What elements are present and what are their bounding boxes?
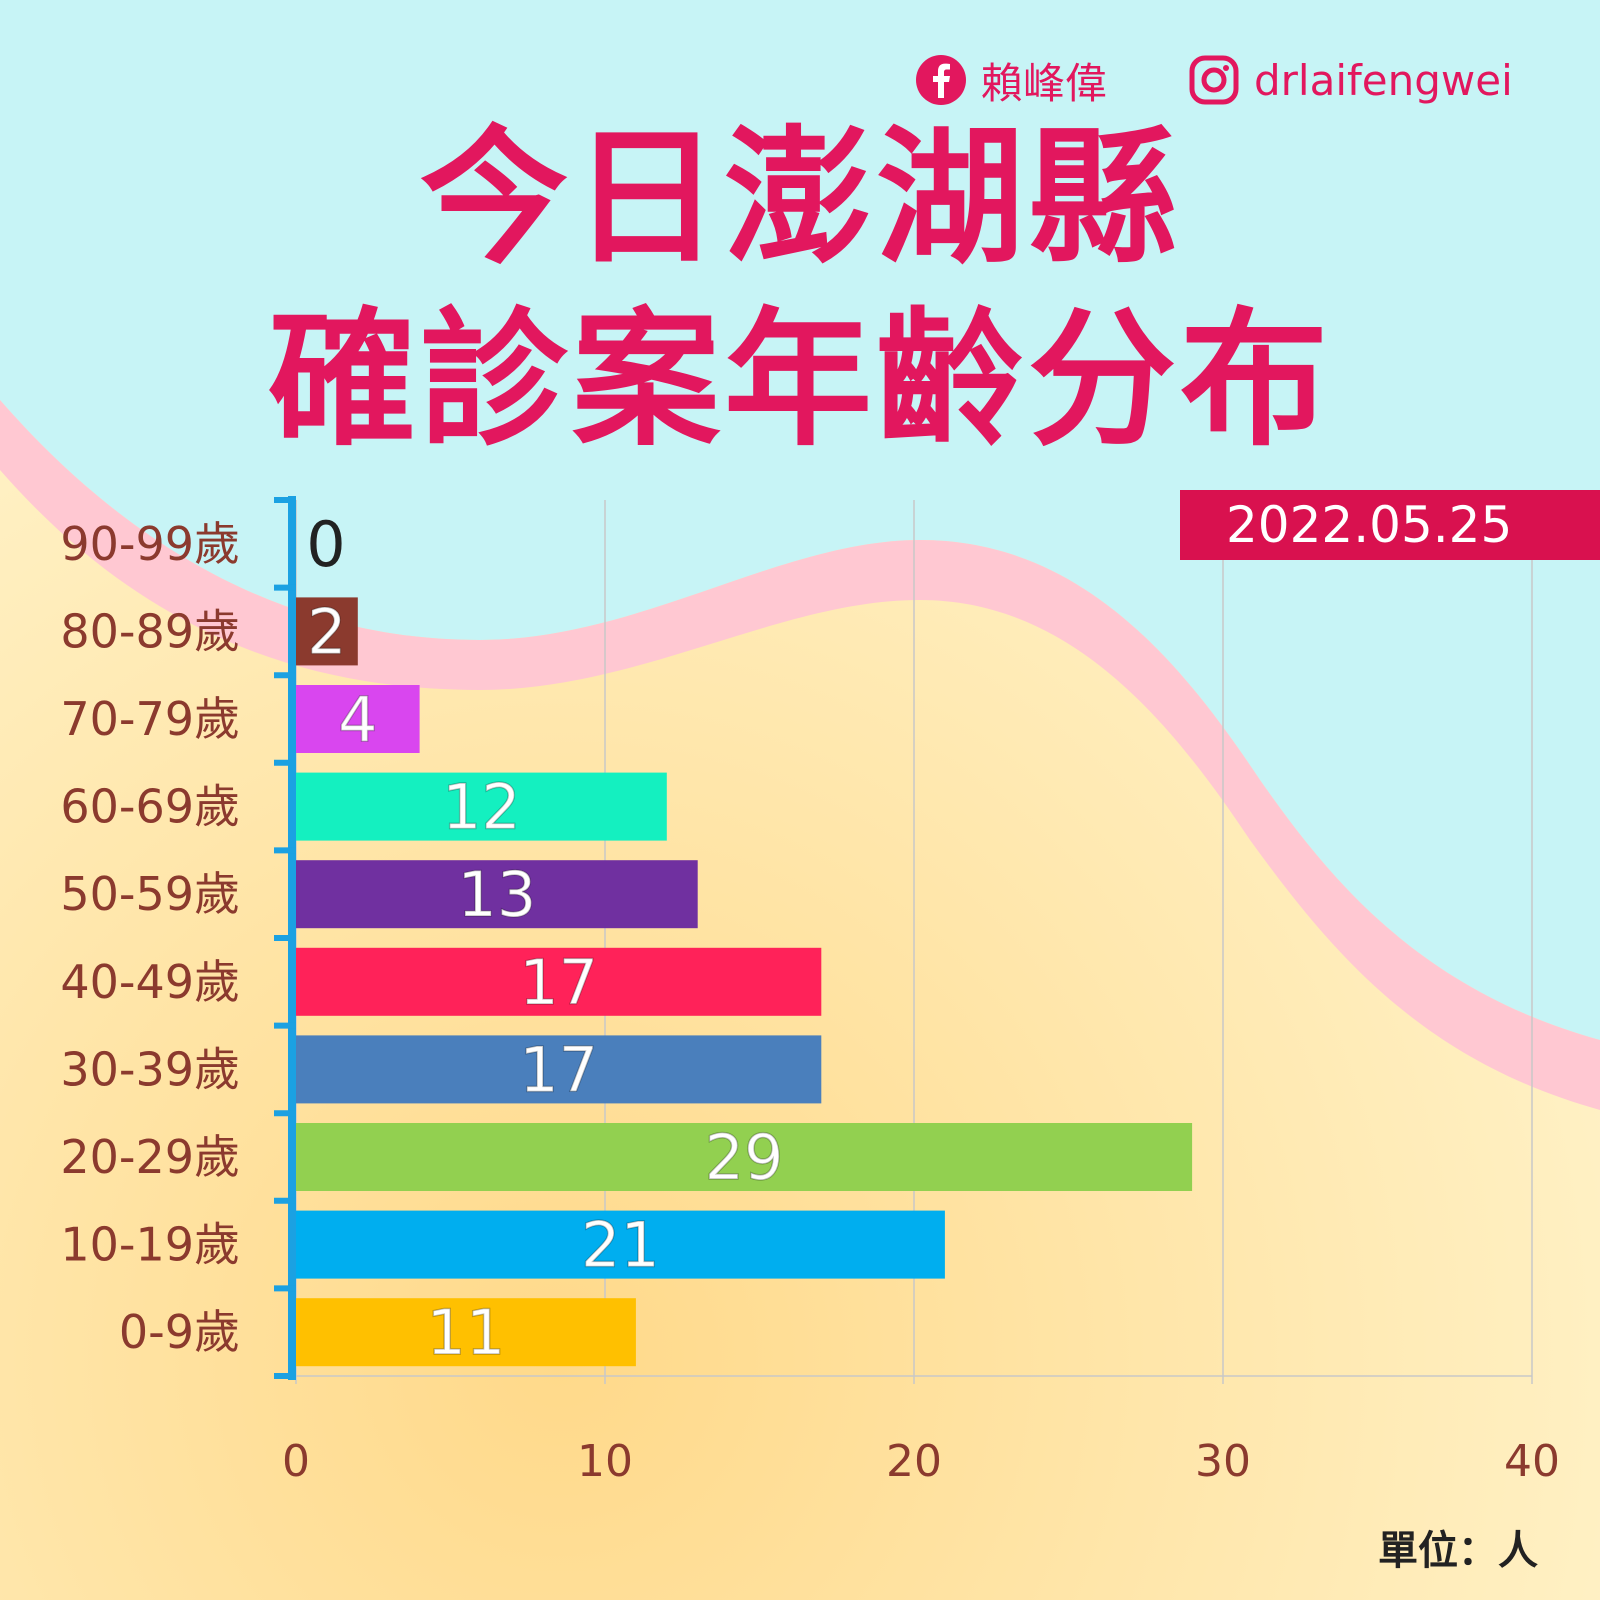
bar [296, 1035, 822, 1104]
bar-value-label: 13 [457, 858, 536, 931]
bar-value-label: 11 [426, 1296, 505, 1369]
bar [296, 1123, 1193, 1191]
y-category-label: 30-39歲 [60, 1042, 240, 1096]
bar [296, 772, 667, 841]
instagram-credit: drlaifengwei [1188, 52, 1513, 108]
bar [296, 1298, 636, 1367]
instagram-handle: drlaifengwei [1254, 55, 1513, 105]
y-category-label: 40-49歲 [60, 955, 240, 1009]
y-category-label: 60-69歲 [60, 780, 240, 834]
bar [296, 685, 420, 753]
x-tick-label: 10 [577, 1436, 633, 1487]
bar [296, 1210, 945, 1279]
instagram-icon [1189, 55, 1239, 105]
y-category-label: 50-59歲 [60, 867, 240, 921]
y-category-label: 70-79歲 [60, 692, 240, 746]
y-category-label: 80-89歲 [60, 604, 240, 658]
bar [296, 860, 698, 929]
bar-value-label: 2 [307, 595, 346, 668]
bar-value-label: 0 [306, 508, 345, 581]
y-category-label: 90-99歲 [60, 517, 240, 571]
bar-value-label: 4 [338, 683, 377, 756]
x-tick-label: 30 [1195, 1436, 1251, 1487]
facebook-name: 賴峰偉 [981, 58, 1108, 108]
date-badge: 2022.05.25 [1180, 490, 1600, 560]
bar-value-label: 17 [519, 1033, 598, 1106]
y-category-label: 0-9歲 [119, 1305, 240, 1359]
bar [296, 947, 822, 1016]
page-title-line2: 確診案年齡分布 [268, 294, 1332, 466]
bar-value-label: 29 [705, 1121, 784, 1194]
x-tick-label: 0 [282, 1436, 310, 1487]
y-category-label: 20-29歲 [60, 1130, 240, 1184]
x-tick-label: 20 [886, 1436, 942, 1487]
bar [296, 597, 358, 666]
bar-value-label: 17 [519, 946, 598, 1019]
bar-value-label: 12 [442, 771, 521, 844]
bar-value-label: 21 [581, 1209, 660, 1282]
background-sky [0, 0, 1600, 1040]
y-category-label: 10-19歲 [60, 1218, 240, 1272]
unit-label: 單位：人 [1378, 1528, 1538, 1574]
facebook-icon [916, 55, 966, 105]
x-tick-label: 40 [1504, 1436, 1560, 1487]
page-title-line1: 今日澎湖縣 [420, 112, 1180, 284]
facebook-credit: 賴峰偉 [915, 52, 1107, 108]
